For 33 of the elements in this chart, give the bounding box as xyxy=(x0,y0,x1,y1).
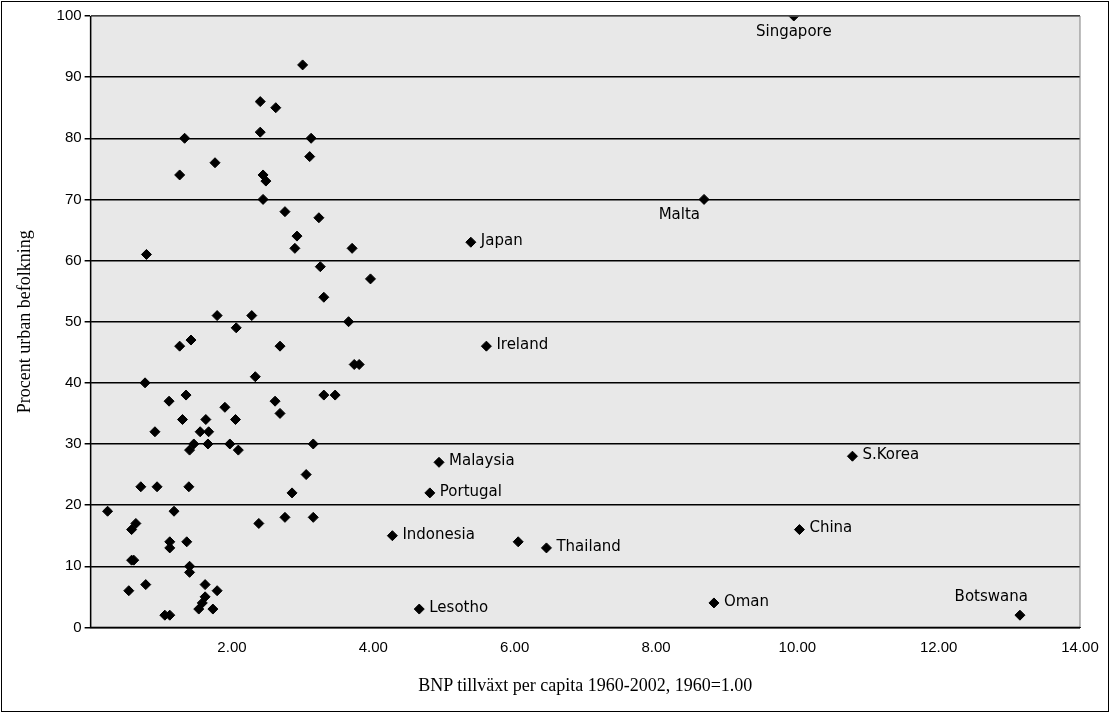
annotation: Japan xyxy=(479,231,523,250)
y-tick-label: 20 xyxy=(64,495,82,513)
annotation: Thailand xyxy=(555,536,621,555)
annotation: Oman xyxy=(723,591,770,610)
y-axis-title: Procent urban befolkning xyxy=(13,230,34,414)
annotation: Botswana xyxy=(954,587,1028,606)
x-tick-label: 8.00 xyxy=(641,637,671,655)
annotation: Indonesia xyxy=(402,524,475,543)
y-tick-label: 80 xyxy=(64,128,82,146)
annotation: Malta xyxy=(658,205,701,224)
x-tick-label: 14.00 xyxy=(1061,637,1099,655)
y-tick-label: 70 xyxy=(64,189,82,207)
y-tick-label: 60 xyxy=(64,250,82,268)
annotation: Malaysia xyxy=(449,451,515,470)
y-tick-label: 40 xyxy=(64,372,82,390)
x-tick-label: 2.00 xyxy=(217,637,247,655)
x-tick-label: 12.00 xyxy=(919,637,958,655)
annotation: China xyxy=(809,518,853,537)
y-tick-label: 0 xyxy=(73,617,82,635)
x-tick-label: 10.00 xyxy=(778,637,817,655)
y-tick-label: 30 xyxy=(64,434,82,452)
y-tick-label: 100 xyxy=(56,6,82,24)
x-axis-title: BNP tillväxt per capita 1960-2002, 1960=1.00 xyxy=(418,674,753,695)
annotation: Portugal xyxy=(439,481,502,500)
annotation: Lesotho xyxy=(429,597,489,616)
x-tick-label: 6.00 xyxy=(500,637,530,655)
annotation: Ireland xyxy=(496,335,549,354)
y-tick-label: 50 xyxy=(64,311,82,329)
annotation: S.Korea xyxy=(862,445,920,464)
x-tick-label: 4.00 xyxy=(358,637,388,655)
annotation: Singapore xyxy=(755,21,832,40)
y-tick-label: 90 xyxy=(64,67,82,85)
y-tick-label: 10 xyxy=(64,556,82,574)
